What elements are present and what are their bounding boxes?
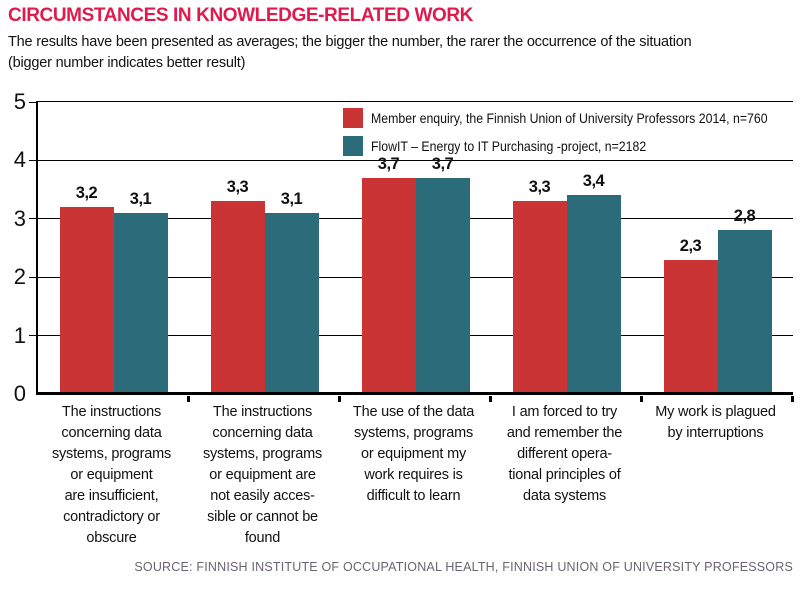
x-axis-label-cat1: The instructions concerning data systems… <box>202 404 323 546</box>
bar-value-label-series1-cat0: 3,1 <box>129 189 152 208</box>
bar-value-label-series1-cat2: 3,7 <box>431 154 454 173</box>
chart-subtitle-line1: The results have been presented as avera… <box>8 34 692 50</box>
legend-item-0: Member enquiry, the Finnish Union of Uni… <box>343 108 806 128</box>
bar-value-label-series0-cat0: 3,2 <box>75 184 98 203</box>
y-tick-1 <box>29 335 38 337</box>
bar-series0-cat0 <box>59 207 114 394</box>
bar-series1-cat4 <box>717 230 772 394</box>
legend-label-1: FlowIT – Energy to IT Purchasing -projec… <box>371 138 647 154</box>
x-tick-2 <box>338 396 341 402</box>
x-axis-labels: The instructions concerning data systems… <box>36 402 791 549</box>
bar-value-label-series0-cat3: 3,3 <box>528 178 551 197</box>
bar-series1-cat3 <box>566 195 621 394</box>
y-tick-2 <box>29 276 38 278</box>
y-axis-label-2: 2 <box>13 264 26 290</box>
gridline-4 <box>38 159 793 161</box>
page-title: CIRCUMSTANCES IN KNOWLEDGE-RELATED WORK <box>8 5 474 26</box>
bar-series0-cat3 <box>512 201 567 394</box>
x-tick-4 <box>640 396 643 402</box>
x-axis-label-cat0: The instructions concerning data systems… <box>51 404 172 546</box>
y-axis-label-5: 5 <box>13 89 26 114</box>
x-axis-label-cat3: I am forced to try and remember the diff… <box>506 404 623 504</box>
bar-value-label-series0-cat2: 3,7 <box>377 154 400 173</box>
y-axis-label-1: 1 <box>13 322 26 348</box>
source-credit: SOURCE: FINNISH INSTITUTE OF OCCUPATIONA… <box>134 560 793 574</box>
chart-subtitle-line2: (bigger number indicates better result) <box>8 55 246 71</box>
bar-series0-cat1 <box>210 201 265 394</box>
y-axis-label-0: 0 <box>13 381 26 406</box>
legend-swatch-1 <box>343 136 363 156</box>
x-tick-3 <box>489 396 492 402</box>
x-axis-label-cat2: The use of the data systems, programs or… <box>352 404 475 504</box>
bar-series1-cat1 <box>264 212 319 394</box>
x-axis-label-cat4: My work is plagued by interruptions <box>655 404 776 441</box>
x-tick-5 <box>791 396 794 402</box>
bar-series0-cat4 <box>663 259 718 394</box>
bar-series1-cat2 <box>415 177 470 394</box>
y-axis-label-4: 4 <box>13 147 26 173</box>
bar-value-label-series1-cat3: 3,4 <box>582 172 605 191</box>
y-axis-label-3: 3 <box>13 205 26 231</box>
bar-value-label-series0-cat4: 2,3 <box>679 236 702 255</box>
y-tick-5 <box>29 101 38 103</box>
bar-value-label-series0-cat1: 3,3 <box>226 178 249 197</box>
legend: Member enquiry, the Finnish Union of Uni… <box>343 108 806 156</box>
plot-area: Member enquiry, the Finnish Union of Uni… <box>14 90 794 406</box>
legend-item-1: FlowIT – Energy to IT Purchasing -projec… <box>343 136 806 156</box>
legend-swatch-0 <box>343 108 363 128</box>
bar-value-label-series1-cat1: 3,1 <box>280 189 303 208</box>
bar-series0-cat2 <box>361 177 416 394</box>
x-tick-1 <box>187 396 190 402</box>
y-tick-3 <box>29 218 38 220</box>
x-axis-line <box>36 392 793 395</box>
y-tick-4 <box>29 159 38 161</box>
bar-series1-cat0 <box>113 212 168 394</box>
bar-value-label-series1-cat4: 2,8 <box>733 207 756 226</box>
legend-label-0: Member enquiry, the Finnish Union of Uni… <box>371 110 768 126</box>
